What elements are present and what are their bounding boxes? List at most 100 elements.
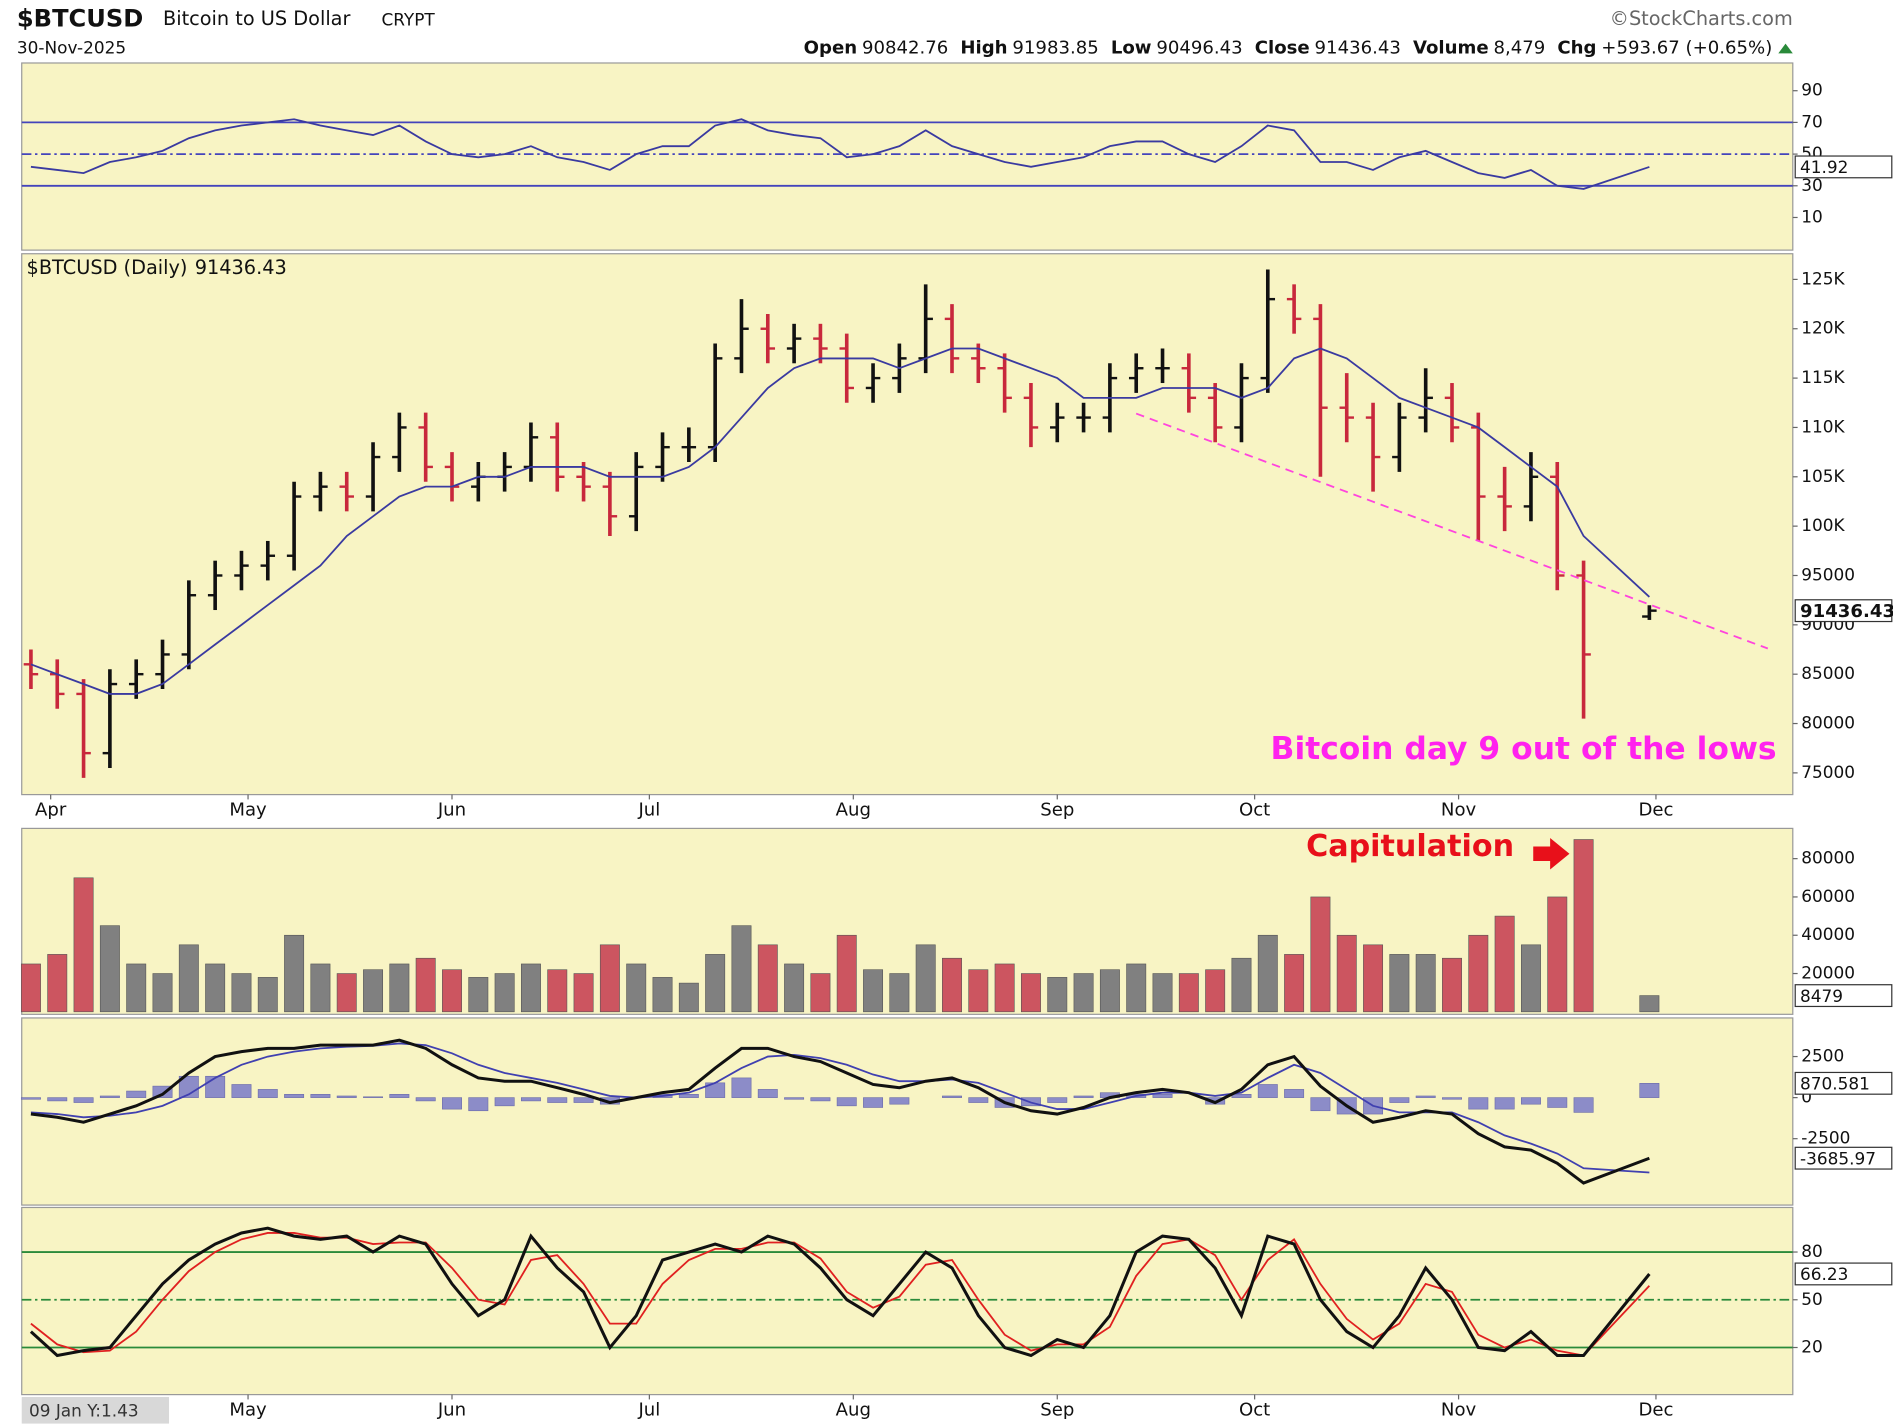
histogram-bar: [1152, 1094, 1173, 1098]
histogram-bar: [389, 1094, 410, 1098]
volume-bar: [468, 977, 489, 1013]
histogram-bar: [257, 1089, 278, 1098]
instrument-name: Bitcoin to US Dollar: [163, 7, 351, 30]
y-tick-label: 120K: [1801, 318, 1845, 338]
volume-bar: [1639, 995, 1660, 1013]
histogram-bar: [1047, 1097, 1068, 1103]
histogram-bar: [863, 1097, 884, 1108]
volume-bar: [678, 982, 699, 1013]
series-line: [30, 347, 1650, 695]
y-tick-label: 90: [1801, 80, 1823, 100]
y-tick-label: 100K: [1801, 515, 1845, 535]
histogram-bar: [757, 1089, 778, 1098]
y-tick-label: 75000: [1801, 762, 1855, 782]
histogram-bar: [415, 1097, 436, 1102]
volume-bar: [810, 973, 831, 1013]
histogram-bar: [810, 1097, 831, 1102]
value-tag-box: [1794, 599, 1893, 623]
date: 30-Nov-2025: [17, 38, 126, 58]
x-tick-label: Jul: [637, 799, 660, 820]
volume-bar: [652, 977, 673, 1013]
panel: [21, 253, 1794, 796]
y-tick-label: 30: [1801, 175, 1823, 195]
stat-label: Open: [804, 38, 857, 59]
histogram-bar: [494, 1097, 515, 1107]
volume-bar: [205, 963, 226, 1013]
volume-bar: [336, 973, 357, 1013]
volume-bar: [757, 944, 778, 1013]
y-tick-label: 60000: [1801, 886, 1855, 906]
volume-bar: [968, 969, 989, 1013]
volume-bar: [1442, 957, 1462, 1013]
volume-bar: [836, 934, 857, 1013]
volume-bar: [1573, 839, 1594, 1013]
histogram-bar: [20, 1097, 41, 1100]
histogram-bar: [1520, 1097, 1541, 1105]
x-tick-label: May: [229, 1399, 267, 1420]
value-tag-label: -3685.97: [1800, 1148, 1876, 1168]
x-tick-label: Sep: [1040, 799, 1074, 820]
stat-value: 8,479: [1493, 38, 1545, 59]
volume-bar: [257, 977, 278, 1013]
annotation: Bitcoin day 9 out of the lows: [1271, 731, 1777, 767]
y-tick-label: 80: [1801, 1241, 1823, 1261]
x-tick-label: Nov: [1441, 799, 1477, 820]
histogram-bar: [1573, 1097, 1594, 1113]
histogram-bar: [1639, 1083, 1660, 1098]
volume-bar: [389, 963, 410, 1013]
volume-bar: [1047, 977, 1068, 1013]
volume-bar: [310, 963, 331, 1013]
volume-bar: [863, 969, 884, 1013]
histogram-bar: [1257, 1084, 1278, 1098]
volume-bar: [73, 877, 94, 1013]
volume-bar: [1099, 969, 1120, 1013]
y-tick-label: 80000: [1801, 713, 1855, 733]
x-tick-label: Sep: [1040, 1399, 1074, 1420]
histogram-bar: [968, 1097, 989, 1103]
volume-bar: [1126, 963, 1147, 1013]
histogram-bar: [784, 1097, 805, 1100]
histogram-bar: [1284, 1089, 1305, 1098]
value-tag-box: [1794, 155, 1893, 179]
y-tick-label: 105K: [1801, 466, 1845, 486]
stat-value: 91436.43: [1315, 38, 1401, 59]
series-line: [30, 118, 1650, 190]
histogram-bar: [573, 1097, 594, 1103]
volume-bar: [126, 963, 147, 1013]
panel: [21, 1017, 1794, 1206]
y-tick-label: 40000: [1801, 924, 1855, 944]
stat-label: Volume: [1413, 38, 1489, 59]
stat-value: 90842.76: [862, 38, 948, 59]
volume-bar: [1284, 954, 1305, 1013]
histogram-bar: [1389, 1097, 1410, 1103]
panel-label: $BTCUSD (Daily) 91436.43: [27, 256, 287, 279]
histogram-bar: [889, 1097, 910, 1105]
volume-bar: [599, 944, 620, 1013]
y-tick-label: 115K: [1801, 367, 1845, 387]
x-tick-label: Jul: [637, 1399, 660, 1420]
volume-bar: [1520, 944, 1541, 1013]
y-tick-label: 0: [1801, 1087, 1812, 1107]
histogram-bar: [1494, 1097, 1515, 1110]
volume-bar: [284, 934, 305, 1013]
stat-value: +593.67 (+0.65%): [1601, 38, 1772, 59]
histogram-bar: [284, 1094, 305, 1098]
value-tag-box: [1794, 1262, 1893, 1286]
y-tick-label: 20000: [1801, 963, 1855, 983]
exchange: CRYPT: [381, 10, 435, 30]
value-tag-label: 41.92: [1800, 157, 1848, 177]
volume-bar: [1468, 934, 1489, 1013]
histogram-bar: [731, 1077, 752, 1098]
y-tick-label: 70: [1801, 111, 1823, 131]
volume-bar: [442, 969, 462, 1013]
series-line: [30, 1038, 1650, 1185]
volume-bar: [942, 957, 962, 1013]
volume-bar: [363, 969, 384, 1013]
x-tick-label: Apr: [35, 799, 67, 820]
y-tick-label: -2500: [1801, 1128, 1850, 1148]
annotation-arrow: [1533, 838, 1570, 870]
volume-bar: [994, 963, 1015, 1013]
stat-value: 91983.85: [1012, 38, 1098, 59]
x-tick-label: Jun: [437, 799, 466, 820]
volume-bar: [1020, 973, 1041, 1013]
